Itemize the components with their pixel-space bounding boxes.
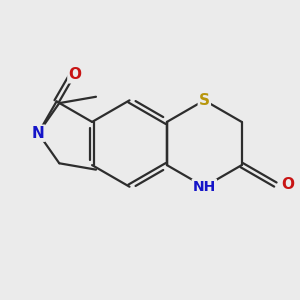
- Text: N: N: [32, 126, 45, 141]
- Text: O: O: [281, 177, 294, 192]
- Text: NH: NH: [193, 180, 216, 194]
- Text: O: O: [68, 67, 81, 82]
- Text: S: S: [199, 93, 210, 108]
